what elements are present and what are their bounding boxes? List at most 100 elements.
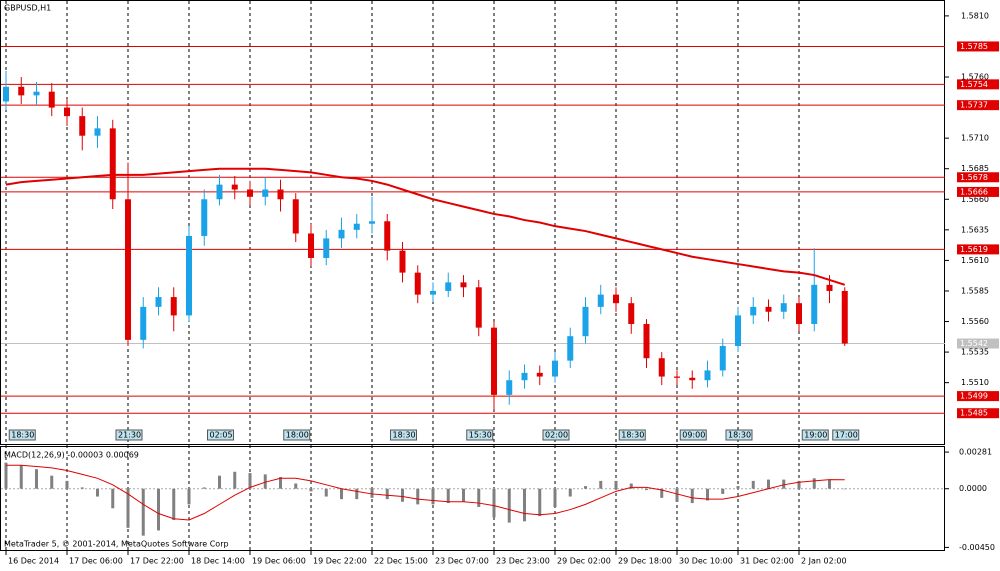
candle-body (613, 294, 619, 304)
candle-body (460, 282, 467, 288)
macd-bar (218, 475, 221, 489)
chart-title: GBPUSD,H1 (4, 4, 51, 13)
event-marker[interactable] (801, 429, 829, 441)
macd-bar (96, 488, 99, 497)
x-tick-label: 17 Dec 22:00 (130, 557, 184, 566)
macd-signal (6, 464, 845, 521)
event-marker[interactable] (207, 429, 234, 441)
macd-bar (477, 488, 481, 507)
candle-body (796, 303, 802, 324)
candle-body (308, 233, 314, 258)
macd-bar (797, 480, 801, 489)
moving-average (5, 167, 846, 286)
candle-body (18, 86, 25, 96)
level-tag (957, 172, 999, 183)
candle-body (125, 199, 131, 340)
macd-bar (584, 486, 587, 489)
macd-bar (141, 488, 145, 536)
macd-bar (828, 479, 831, 489)
event-marker[interactable] (466, 429, 494, 441)
macd-bar (690, 488, 694, 504)
macd-bar (660, 488, 664, 498)
x-tick-label: 16 Dec 2014 (8, 557, 59, 566)
macd-bar (157, 488, 160, 531)
level-label: 1.5499 (960, 392, 988, 401)
candle-body (658, 358, 665, 377)
macd-bar (65, 480, 69, 489)
macd-bar (675, 488, 679, 502)
macd-bar (782, 479, 786, 489)
candle-body (79, 116, 86, 136)
level-tag (957, 391, 999, 402)
macd-bar (248, 473, 252, 489)
x-tick-label: 22 Dec 15:00 (374, 557, 428, 566)
candle-body (109, 128, 116, 200)
candle-body (201, 199, 208, 236)
macd-bar (172, 488, 176, 521)
event-marker[interactable] (115, 429, 143, 441)
x-tick-label: 29 Dec 02:00 (557, 557, 611, 566)
event-marker[interactable] (283, 429, 311, 441)
macd-bar (385, 488, 389, 500)
candle-body (628, 303, 635, 324)
level-label: 1.5619 (960, 245, 988, 254)
y-tick-label: 1.5560 (961, 317, 989, 326)
level-tag (957, 244, 999, 255)
macd-bar (187, 488, 191, 505)
level-label: 1.5785 (960, 42, 988, 51)
candle-body (506, 380, 513, 395)
candle-body (491, 327, 497, 395)
event-marker[interactable] (679, 429, 707, 441)
event-marker[interactable] (8, 429, 36, 441)
x-tick-label: 19 Dec 22:00 (313, 557, 367, 566)
event-label: 02:00 (545, 431, 568, 440)
macd-bar (721, 488, 725, 494)
macd-bar (523, 488, 526, 522)
candle-body (536, 372, 543, 377)
macd-bar (767, 479, 770, 489)
event-marker[interactable] (832, 429, 860, 441)
candle-body (399, 250, 406, 273)
event-marker[interactable] (542, 429, 570, 441)
macd-bar (645, 488, 648, 491)
macd-bar (19, 465, 23, 489)
current-price-label: 1.5542 (960, 339, 988, 348)
macd-bar (80, 487, 84, 489)
candle-body (292, 199, 299, 234)
candle-body (186, 235, 192, 316)
y-tick-label: 0.0000 (959, 484, 987, 493)
x-tick-label: 23 Dec 07:00 (435, 557, 489, 566)
candle-body (247, 189, 253, 197)
macd-bar (263, 474, 267, 489)
event-label: 18:00 (286, 431, 309, 440)
macd-bar (50, 475, 54, 489)
x-tick-label: 18 Dec 14:00 (191, 557, 245, 566)
event-marker[interactable] (618, 429, 646, 441)
candle-body (765, 306, 772, 312)
event-marker[interactable] (390, 429, 417, 441)
level-label: 1.5678 (960, 173, 988, 182)
macd-title: MACD(12,26,9) -0.00003 0.00069 (4, 451, 139, 460)
candle-body (719, 345, 726, 371)
y-tick-label: 1.5535 (961, 348, 989, 357)
x-tick-label: 23 Dec 23:00 (496, 557, 550, 566)
y-tick-label: 1.5510 (961, 378, 989, 387)
macd-bar (416, 488, 420, 505)
macd-bar (751, 480, 755, 489)
candle-body (704, 370, 711, 381)
y-tick-label: 0.00281 (959, 448, 992, 457)
macd-bar (706, 488, 709, 501)
candle-body (445, 282, 452, 291)
macd-bar (462, 488, 465, 502)
macd-bar (812, 478, 816, 489)
event-marker[interactable] (725, 429, 753, 441)
x-tick-label: 29 Dec 18:00 (618, 557, 672, 566)
y-tick-label: 1.5760 (961, 73, 989, 82)
y-tick-label: 1.5610 (961, 256, 989, 265)
candle-body (231, 184, 238, 190)
candle-body (94, 128, 101, 136)
level-tag (957, 41, 999, 52)
candle-body (3, 86, 9, 102)
